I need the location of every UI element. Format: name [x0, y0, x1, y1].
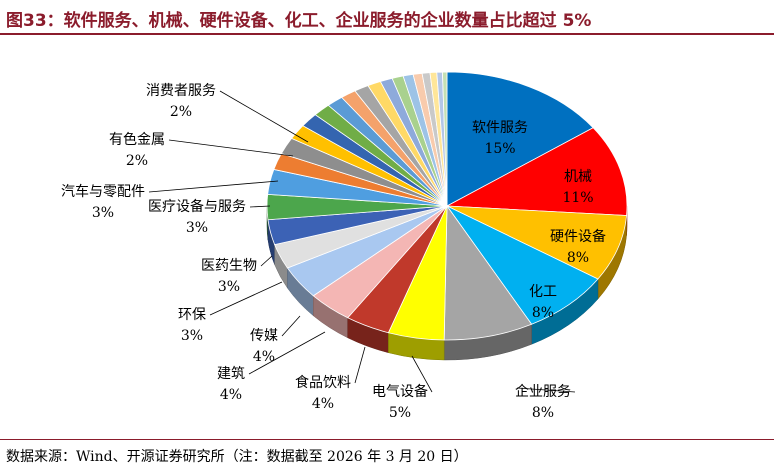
slice-label-0: 软件服务 [472, 120, 528, 136]
leader-line-7 [248, 331, 326, 375]
leader-line-13 [168, 139, 294, 157]
leader-line-4 [516, 387, 576, 393]
leader-line-6 [354, 346, 366, 384]
leader-line-9 [209, 281, 283, 316]
pie-slice-2 [446, 205, 627, 280]
chart-title: 图33：软件服务、机械、硬件设备、化工、企业服务的企业数量占比超过 5% [6, 11, 592, 31]
slice-label-3: 化工 [529, 284, 557, 300]
slice-value-label-1: 11% [562, 190, 593, 206]
pie-slices [266, 71, 628, 341]
slice-value-label-2: 8% [567, 250, 589, 266]
title-rule [0, 33, 774, 35]
slice-label-12: 汽车与零配件 [61, 183, 145, 200]
leader-line-14 [219, 90, 309, 143]
slice-label-8: 传媒 [250, 328, 278, 344]
leader-line-5 [411, 355, 433, 393]
slice-label-13: 有色金属 [109, 131, 165, 148]
slice-value-label-11: 3% [186, 220, 208, 236]
slice-value-label-6: 4% [312, 396, 334, 412]
slice-label-11: 医疗设备与服务 [148, 198, 246, 215]
slice-value-label-0: 15% [484, 141, 515, 157]
slice-value-label-4: 8% [532, 405, 554, 421]
pie-slice-29 [442, 71, 448, 207]
slice-label-7: 建筑 [217, 366, 245, 382]
slice-value-label-8: 4% [253, 349, 275, 365]
slice-label-14: 消费者服务 [146, 83, 216, 99]
pie-chart: 软件服务 15% 机械 11% 硬件设备 8% 化工 8% 企业服务 8% 电气设备 5% 食品饮料 4%… [61, 71, 628, 421]
slice-value-label-10: 3% [218, 279, 240, 295]
pie-slice-3 [446, 205, 599, 325]
slice-value-label-12: 3% [92, 205, 114, 221]
slice-label-5: 电气设备 [372, 383, 428, 400]
slice-value-label-7: 4% [220, 387, 242, 403]
slice-label-9: 环保 [178, 307, 206, 323]
slice-label-6: 食品饮料 [295, 374, 351, 391]
slice-value-label-5: 5% [389, 405, 411, 421]
leader-line-10 [260, 255, 273, 267]
slice-label-10: 医药生物 [201, 258, 257, 274]
slice-value-label-9: 3% [181, 328, 203, 344]
slice-value-label-3: 8% [532, 305, 554, 321]
source-rule [0, 439, 774, 440]
source-note: 数据来源：Wind、开源证券研究所（注：数据截至 2026 年 3 月 20 日… [6, 449, 468, 465]
slice-label-2: 硬件设备 [550, 228, 606, 245]
pie-labels: 软件服务 15% 机械 11% 硬件设备 8% 化工 8% 企业服务 8% 电气设备 5% 食品饮料 4%… [61, 83, 606, 421]
slice-label-4: 企业服务 [515, 383, 571, 400]
leader-line-8 [281, 315, 301, 337]
pie-slice-1 [445, 127, 628, 216]
leader-line-11 [249, 205, 271, 208]
slice-value-label-14: 2% [170, 104, 192, 120]
pie-slice-0 [446, 71, 594, 207]
pie-slice-4 [443, 204, 533, 341]
slice-value-label-13: 2% [126, 153, 148, 169]
slice-label-1: 机械 [564, 169, 592, 185]
leader-line-12 [148, 180, 279, 193]
